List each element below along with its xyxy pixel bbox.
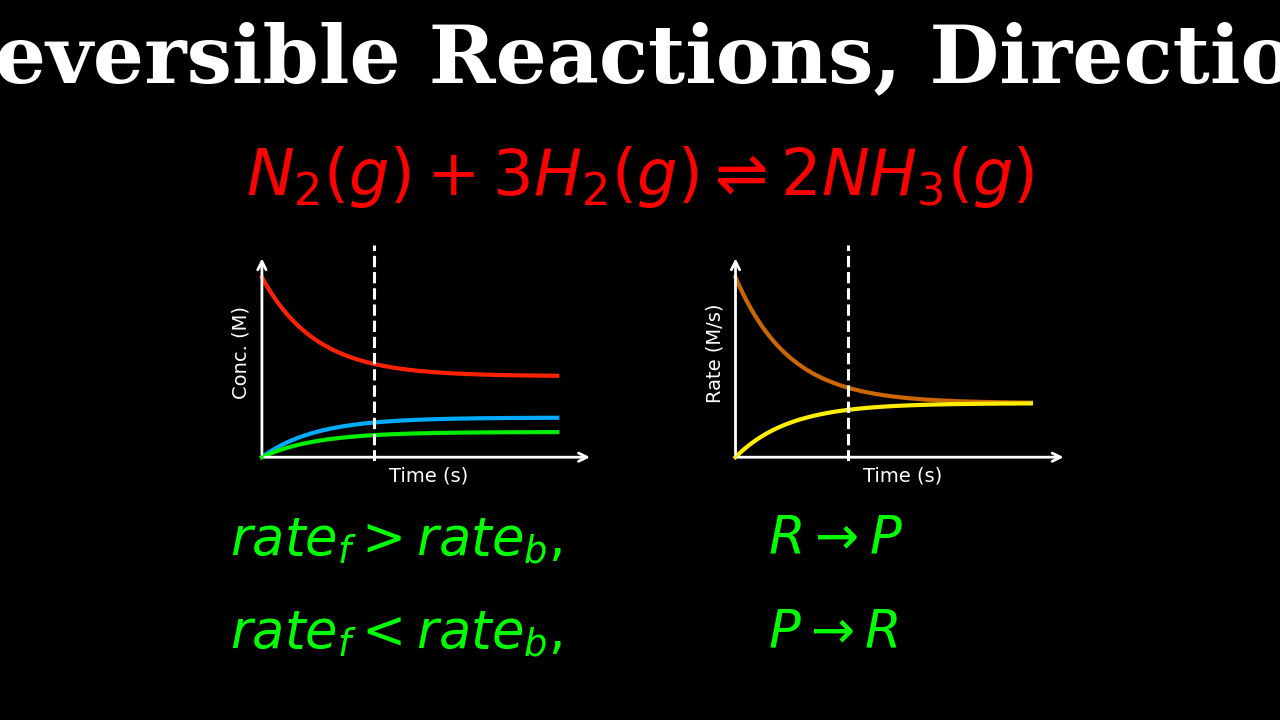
Y-axis label: Conc. (M): Conc. (M): [232, 306, 251, 400]
X-axis label: Time (s): Time (s): [389, 467, 468, 485]
Text: $N_2(g) + 3H_2(g) \rightleftharpoons 2NH_3(g)$: $N_2(g) + 3H_2(g) \rightleftharpoons 2NH…: [246, 144, 1034, 210]
Y-axis label: Rate (M/s): Rate (M/s): [705, 303, 724, 402]
Text: $R \rightarrow P$: $R \rightarrow P$: [768, 515, 904, 566]
Text: $P \rightarrow R$: $P \rightarrow R$: [768, 608, 899, 660]
X-axis label: Time (s): Time (s): [863, 467, 942, 485]
Text: Reversible Reactions, Direction: Reversible Reactions, Direction: [0, 22, 1280, 99]
Text: $rate_f < rate_b,$: $rate_f < rate_b,$: [230, 608, 562, 660]
Text: $rate_f > rate_b,$: $rate_f > rate_b,$: [230, 515, 562, 566]
